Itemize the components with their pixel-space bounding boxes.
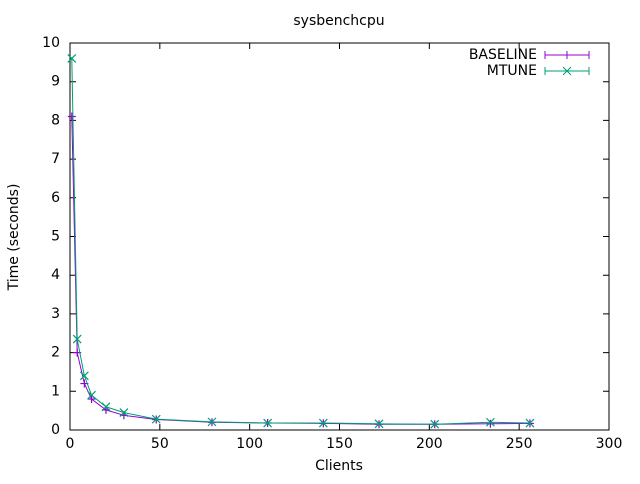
y-tick-label: 8 — [51, 112, 60, 128]
data-point — [318, 418, 328, 428]
x-tick-label: 100 — [236, 436, 263, 452]
data-point — [101, 402, 111, 412]
y-tick-label: 5 — [51, 229, 60, 245]
series-line — [71, 58, 530, 425]
data-point — [151, 414, 161, 424]
plot-frame — [69, 42, 610, 431]
data-point — [79, 371, 89, 381]
data-point — [263, 418, 273, 428]
y-tick-label: 1 — [51, 383, 60, 399]
y-tick-label: 6 — [51, 190, 60, 206]
data-point — [525, 418, 535, 428]
x-tick-label: 250 — [506, 436, 533, 452]
y-tick-label: 9 — [51, 74, 60, 90]
data-point — [67, 54, 77, 63]
data-point — [87, 390, 96, 400]
x-tick-label: 200 — [416, 436, 443, 452]
y-tick-label: 4 — [51, 267, 60, 283]
chart-title: sysbenchcpu — [293, 13, 384, 29]
data-point — [119, 408, 129, 418]
data-point — [72, 334, 82, 344]
y-tick-label: 7 — [51, 151, 60, 167]
y-tick-label: 3 — [51, 306, 60, 322]
data-point — [430, 419, 440, 429]
data-point — [485, 417, 495, 427]
legend-marker — [563, 51, 571, 59]
data-point — [207, 417, 217, 427]
x-tick-label: 300 — [596, 436, 623, 452]
series-line — [71, 116, 530, 425]
y-tick-label: 0 — [51, 422, 60, 438]
y-tick-label: 10 — [42, 35, 60, 51]
x-tick-label: 0 — [66, 436, 75, 452]
x-tick-label: 150 — [326, 436, 353, 452]
x-axis-label: Clients — [315, 458, 363, 474]
legend-marker — [562, 66, 572, 76]
x-tick-label: 50 — [151, 436, 169, 452]
y-tick-label: 2 — [51, 345, 60, 361]
legend-label: BASELINE — [469, 47, 537, 63]
y-axis-label: Time (seconds) — [6, 184, 22, 292]
data-point — [486, 419, 495, 428]
legend-label: MTUNE — [487, 63, 537, 79]
data-point — [67, 112, 76, 121]
data-point — [374, 419, 384, 429]
data-point — [87, 395, 96, 404]
